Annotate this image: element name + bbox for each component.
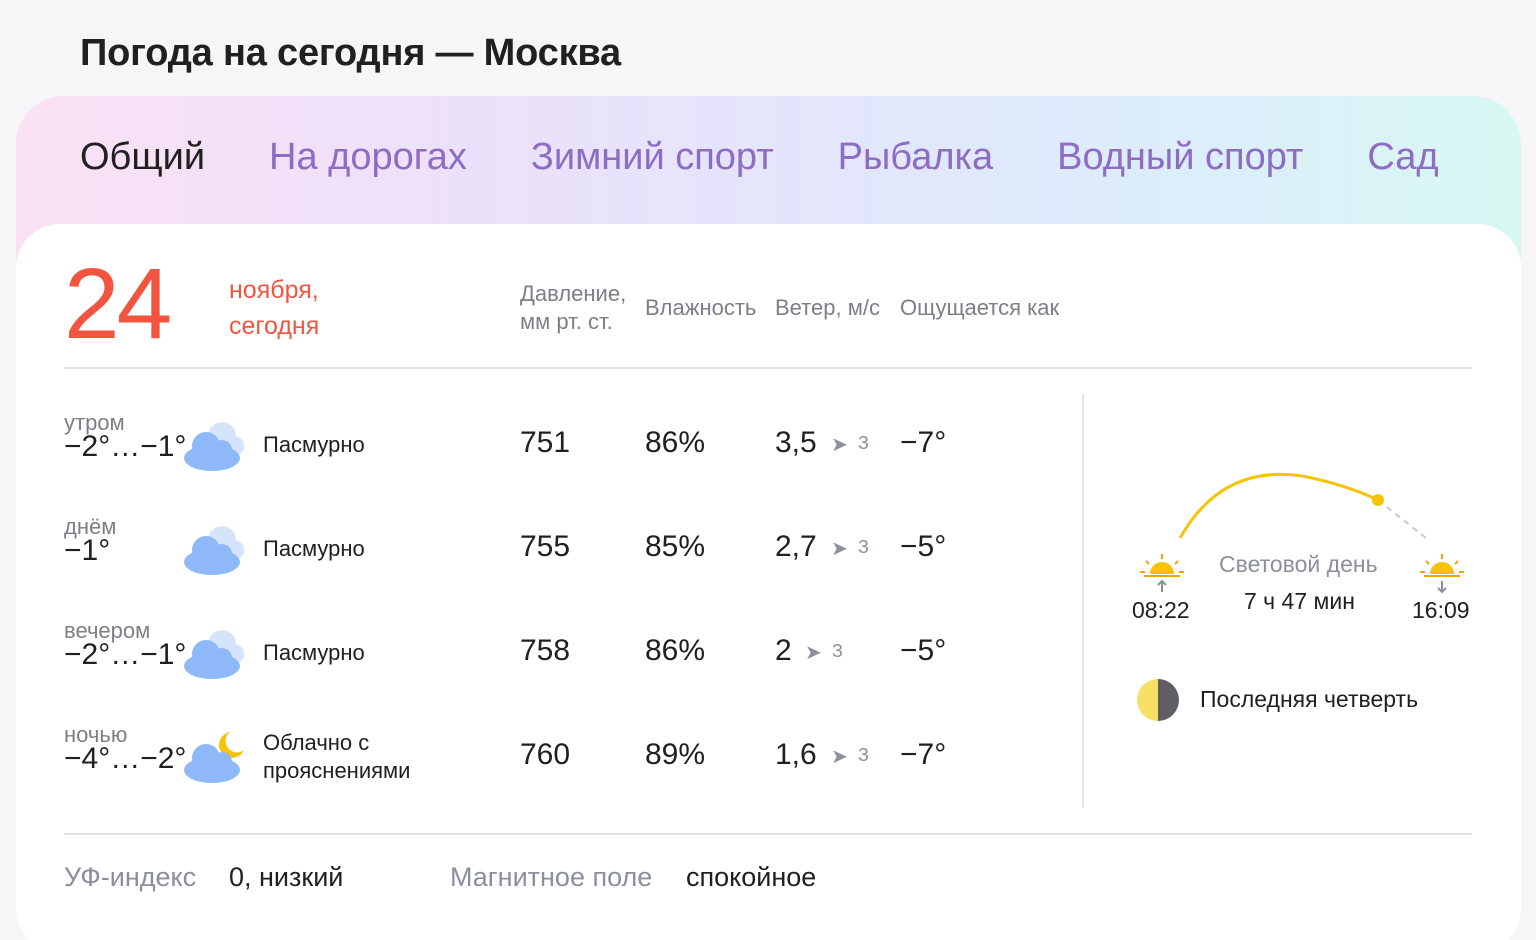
humidity-header: Влажность [645, 295, 757, 320]
daylight-label: Световой день [1219, 551, 1378, 577]
humidity-value: 86% [645, 426, 706, 459]
sunset-icon [1420, 554, 1464, 594]
tabs-bar: Общий На дорогах Зимний спорт Рыбалка Во… [80, 136, 1503, 179]
forecast-panel: 24 ноября, сегодня Давление, мм рт. ст. … [16, 224, 1521, 940]
wind-direction-arrow-icon: ➤ [805, 642, 822, 664]
header-divider [64, 367, 1472, 369]
wind-speed-value: 2,7 [775, 530, 817, 563]
condition-text: Пасмурно [263, 536, 365, 561]
vertical-divider [1082, 394, 1084, 808]
tab-fishing[interactable]: Рыбалка [837, 136, 994, 178]
feels-like-value: −7° [900, 426, 947, 459]
humidity-value: 85% [645, 530, 706, 563]
cloud-moon-icon [178, 728, 250, 789]
forecast-row-morning: утром −2°…−1° Пасмурно 751 86% 3,5 ➤ З −… [16, 410, 1076, 510]
uv-index-label: УФ-индекс [64, 862, 197, 892]
forecast-row-night: ночью −4°…−2° Облачно с прояснениями 760… [16, 722, 1076, 822]
pressure-value: 751 [520, 426, 571, 459]
wind-speed-value: 2 [775, 634, 792, 667]
part-label: днём [64, 514, 117, 539]
wind-direction-arrow-icon: ➤ [831, 434, 848, 456]
magnetic-field-value: спокойное [686, 862, 817, 892]
pressure-value: 760 [520, 738, 571, 771]
part-temp: −2°…−1° [64, 638, 187, 671]
tab-roads[interactable]: На дорогах [269, 136, 467, 178]
wind-direction-label: З [858, 537, 869, 557]
sunrise-time: 08:22 [1132, 597, 1190, 623]
wind-direction-label: З [832, 641, 843, 661]
tab-garden[interactable]: Сад [1367, 136, 1439, 178]
daylight-duration: 7 ч 47 мин [1244, 588, 1355, 614]
part-temp: −2°…−1° [64, 430, 187, 463]
pressure-header-line1: Давление, [520, 281, 627, 306]
wind-direction-label: З [858, 745, 869, 765]
tab-general[interactable]: Общий [80, 136, 206, 178]
sunrise-icon [1140, 554, 1184, 592]
condition-text: Облачно с прояснениями [263, 729, 410, 785]
forecast-row-evening: вечером −2°…−1° Пасмурно 758 86% 2 ➤ З −… [16, 618, 1076, 718]
condition-text: Пасмурно [263, 432, 365, 457]
part-label: вечером [64, 618, 151, 643]
sun-arc-graphic [1178, 472, 1427, 539]
moon-phase-text: Последняя четверть [1200, 686, 1419, 712]
tab-winter-sport[interactable]: Зимний спорт [530, 136, 774, 178]
overcast-cloud-icon [178, 520, 250, 581]
pressure-header-line2: мм рт. ст. [520, 309, 613, 334]
page-title: Погода на сегодня — Москва [80, 32, 621, 74]
date-text: ноября, сегодня [229, 272, 319, 344]
feels-like-value: −5° [900, 530, 947, 563]
tab-water-sport[interactable]: Водный спорт [1057, 136, 1304, 178]
humidity-value: 89% [645, 738, 706, 771]
overcast-cloud-icon [178, 416, 250, 477]
wind-direction-label: З [858, 433, 869, 453]
part-temp: −1° [64, 534, 111, 567]
date-relative: сегодня [229, 312, 320, 340]
pressure-value: 758 [520, 634, 571, 667]
moon-phase-icon [1137, 679, 1179, 721]
wind-speed-value: 3,5 [775, 426, 817, 459]
feels-like-value: −7° [900, 738, 947, 771]
wind-speed-value: 1,6 [775, 738, 817, 771]
magnetic-field-label: Магнитное поле [450, 862, 653, 892]
part-label: ночью [64, 722, 128, 747]
part-temp: −4°…−2° [64, 742, 187, 775]
pressure-header: Давление, мм рт. ст. [520, 280, 626, 336]
uv-index-value: 0, низкий [229, 862, 344, 892]
condition-line: прояснениями [263, 758, 411, 783]
part-label: утром [64, 410, 125, 435]
date-day: 24 [64, 248, 172, 360]
wind-direction-arrow-icon: ➤ [831, 538, 848, 560]
date-month: ноября, [229, 276, 319, 304]
wind-direction-arrow-icon: ➤ [831, 746, 848, 768]
condition-text: Пасмурно [263, 640, 365, 665]
feels-like-header: Ощущается как [900, 295, 1060, 320]
pressure-value: 755 [520, 530, 571, 563]
weather-card: Общий На дорогах Зимний спорт Рыбалка Во… [16, 96, 1521, 940]
overcast-cloud-icon [178, 624, 250, 685]
forecast-row-day: днём −1° Пасмурно 755 85% 2,7 ➤ З −5° [16, 514, 1076, 614]
humidity-value: 86% [645, 634, 706, 667]
feels-like-value: −5° [900, 634, 947, 667]
footer-divider [64, 833, 1472, 835]
sunset-time: 16:09 [1412, 597, 1470, 623]
wind-header: Ветер, м/с [775, 295, 880, 320]
condition-line: Облачно с [263, 730, 370, 755]
